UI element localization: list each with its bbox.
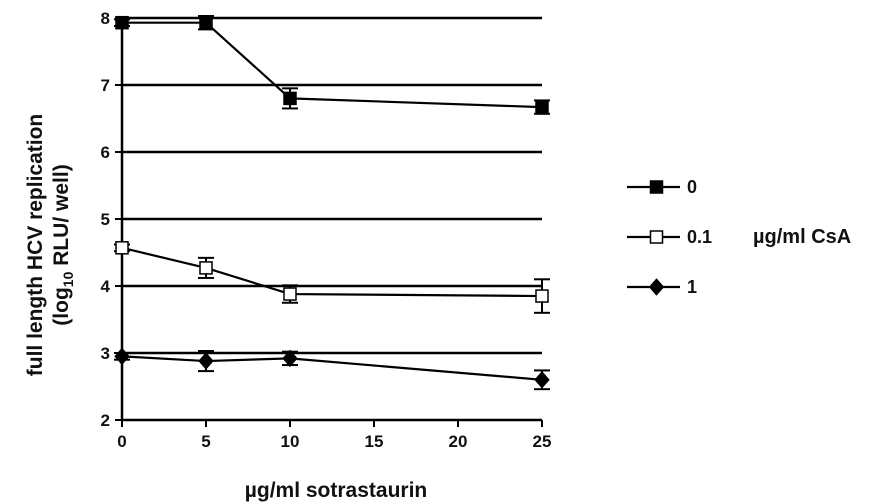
data-point bbox=[283, 91, 297, 106]
y-axis-title-line1: full length HCV replication bbox=[24, 114, 47, 377]
y-tick-label-6: 6 bbox=[101, 143, 110, 162]
y-tick-label-7: 7 bbox=[101, 76, 110, 95]
series-line-0.1 bbox=[121, 246, 543, 298]
data-point bbox=[535, 289, 549, 303]
data-series bbox=[114, 14, 550, 391]
data-point bbox=[114, 347, 130, 366]
x-tick-label-15: 15 bbox=[365, 432, 384, 451]
legend-entry-1: 1 bbox=[627, 277, 697, 297]
data-point bbox=[199, 261, 213, 275]
y-axis-title-suffix: RLU/ well) bbox=[50, 164, 73, 271]
data-point bbox=[115, 15, 129, 30]
y-tick-label-8: 8 bbox=[101, 9, 110, 28]
x-tick-label-25: 25 bbox=[533, 432, 552, 451]
x-tick-label-0: 0 bbox=[117, 432, 126, 451]
y-axis-title-prefix: (log bbox=[50, 287, 73, 325]
data-point bbox=[198, 352, 214, 370]
legend-label: 0 bbox=[687, 177, 697, 197]
data-point bbox=[534, 371, 550, 389]
y-axis-title-line2: (log10 RLU/ well) bbox=[50, 164, 76, 325]
legend-marker bbox=[649, 230, 664, 244]
legend-label: 1 bbox=[687, 277, 697, 297]
tick-labels: 2 3 4 5 6 7 8 0 5 10 15 20 25 bbox=[101, 9, 552, 451]
series-line-1 bbox=[121, 355, 543, 381]
series-0.1 bbox=[114, 241, 550, 314]
legend-marker bbox=[648, 278, 665, 296]
legend-entry-0.1: 0.1 bbox=[627, 227, 712, 247]
y-axis-title: full length HCV replication (log10 RLU/ … bbox=[24, 114, 76, 377]
gridlines bbox=[122, 16, 542, 355]
legend-label: 0.1 bbox=[687, 227, 712, 247]
y-axis-title-subscript: 10 bbox=[60, 271, 76, 287]
x-tick-label-10: 10 bbox=[281, 432, 300, 451]
x-axis-title: µg/ml sotrastaurin bbox=[245, 479, 427, 502]
data-point bbox=[199, 15, 213, 30]
legend-marker bbox=[649, 180, 664, 194]
data-point bbox=[283, 287, 297, 301]
axes bbox=[115, 17, 543, 427]
y-tick-label-3: 3 bbox=[101, 344, 110, 363]
legend-title: µg/ml CsA bbox=[753, 226, 851, 248]
y-tick-label-4: 4 bbox=[101, 277, 111, 296]
legend-entry-0: 0 bbox=[627, 177, 697, 197]
x-tick-label-5: 5 bbox=[201, 432, 210, 451]
y-tick-label-5: 5 bbox=[101, 210, 110, 229]
data-point bbox=[115, 241, 129, 255]
y-tick-label-2: 2 bbox=[101, 411, 110, 430]
legend: 0 0.1 1 µg/ml CsA bbox=[627, 177, 851, 297]
data-point bbox=[535, 100, 549, 114]
series-1 bbox=[114, 347, 550, 391]
data-point bbox=[282, 349, 298, 368]
series-0 bbox=[114, 14, 550, 115]
x-tick-label-20: 20 bbox=[449, 432, 468, 451]
series-line-0 bbox=[122, 21, 543, 109]
